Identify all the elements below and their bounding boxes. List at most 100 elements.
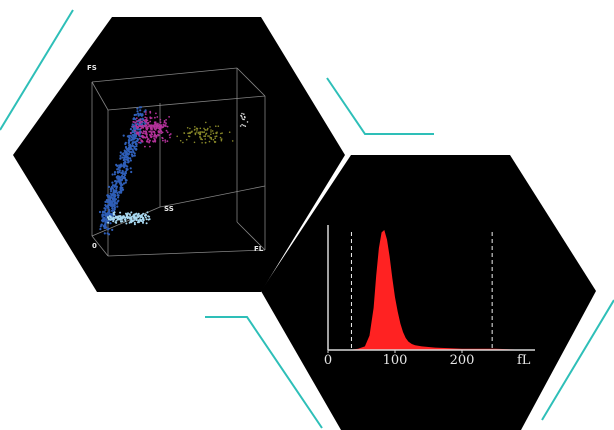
scatter-point-lymphocyte xyxy=(124,170,127,173)
scatter-point-lymphocyte xyxy=(127,161,130,164)
scatter-point-lymphocyte xyxy=(113,171,117,174)
scatter-point-lymphocyte xyxy=(118,166,121,169)
scatter-point-debris xyxy=(136,216,139,219)
scatter-point-lymphocyte xyxy=(104,218,107,221)
scatter-point-lymphocyte xyxy=(111,207,114,210)
scatter-point-debris xyxy=(113,218,115,221)
histogram-tick-labels: 0 100 200 xyxy=(324,350,474,368)
scatter-point-debris xyxy=(130,211,133,214)
scatter-point-lymphocyte xyxy=(135,113,138,116)
scatter-point-lymphocyte xyxy=(128,134,131,137)
scatter-point-lymphocyte xyxy=(104,204,107,207)
scatter-point-monocyte xyxy=(163,124,166,126)
scatter-point-monocyte xyxy=(159,129,162,132)
scatter-point-debris xyxy=(148,218,151,221)
scatter-point-lymphocyte xyxy=(115,187,118,190)
scatter-point-monocyte xyxy=(156,116,159,118)
accent-lines xyxy=(0,9,614,429)
scatter-point-granulocyte xyxy=(205,129,207,131)
scatter-point-lymphocyte xyxy=(127,141,130,144)
hexagon-scatter-panel xyxy=(13,17,345,292)
scatter-point-monocyte xyxy=(142,127,144,129)
scatter-point-granulocyte xyxy=(220,139,223,142)
scatter-point-monocyte xyxy=(138,121,141,124)
scatter-point-monocyte xyxy=(162,139,164,142)
x-tick-label: 100 xyxy=(383,353,408,368)
scatter-point-lymphocyte xyxy=(99,225,102,228)
scatter-point-debris xyxy=(137,221,140,224)
scatter-point-debris xyxy=(116,218,119,221)
scatter-point-edge xyxy=(239,125,242,127)
scatter-point-lymphocyte xyxy=(98,210,102,214)
scatter-point-lymphocyte xyxy=(144,109,147,112)
scatter-point-lymphocyte xyxy=(119,157,122,160)
scatter-point-monocyte xyxy=(144,116,147,119)
scatter-point-monocyte xyxy=(138,125,141,128)
scatter-point-debris xyxy=(111,217,113,220)
scatter-point-granulocyte xyxy=(215,132,218,135)
scatter-point-lymphocyte xyxy=(130,170,133,174)
scatter-point-debris xyxy=(118,218,121,221)
scatter-point-debris xyxy=(145,222,148,225)
scatter-point-granulocyte xyxy=(207,127,209,130)
scatter-point-lymphocyte xyxy=(107,206,110,209)
scatter-point-monocyte xyxy=(155,134,158,137)
scatter-point-granulocyte xyxy=(179,139,182,142)
scatter-point-monocyte xyxy=(140,127,143,130)
scatter-point-granulocyte xyxy=(185,138,188,141)
axis-label-fl: FL xyxy=(254,245,264,253)
scatter-point-edge xyxy=(246,121,249,123)
scatter-point-monocyte xyxy=(135,117,138,119)
scatter-point-edge xyxy=(241,123,243,126)
scatter-point-lymphocyte xyxy=(100,223,103,226)
scatter-point-monocyte xyxy=(134,121,137,124)
scatter-point-lymphocyte xyxy=(113,185,116,188)
scatter-point-lymphocyte xyxy=(136,137,139,140)
scatter-point-lymphocyte xyxy=(139,141,142,144)
scatter-point-debris xyxy=(147,215,150,218)
scatter-point-debris xyxy=(129,220,132,223)
scatter-point-lymphocyte xyxy=(129,167,132,170)
scatter-point-lymphocyte xyxy=(124,178,127,181)
scatter-point-granulocyte xyxy=(208,135,210,137)
scatter-point-lymphocyte xyxy=(132,138,135,141)
scatter-point-monocyte xyxy=(159,127,162,130)
scatter-point-lymphocyte xyxy=(107,227,110,230)
scatter-point-lymphocyte xyxy=(139,113,142,116)
scatter-point-lymphocyte xyxy=(122,175,125,179)
scatter-point-lymphocyte xyxy=(130,153,133,156)
scatter-point-monocyte xyxy=(141,124,144,127)
scatter-point-lymphocyte xyxy=(109,201,112,204)
scatter-point-monocyte xyxy=(138,141,140,144)
cube-edge xyxy=(91,67,238,83)
scatter-point-debris xyxy=(135,212,138,215)
scatter-point-lymphocyte xyxy=(132,134,136,137)
scatter-point-monocyte xyxy=(148,140,151,142)
scatter-point-debris xyxy=(142,219,145,222)
scatter-point-lymphocyte xyxy=(122,182,126,185)
scatter-point-granulocyte xyxy=(220,138,223,141)
scatter-point-monocyte xyxy=(145,117,148,119)
scatter-point-lymphocyte xyxy=(110,204,113,207)
scatter-point-monocyte xyxy=(137,119,140,122)
scatter-point-lymphocyte xyxy=(133,141,136,144)
scatter-point-lymphocyte xyxy=(119,154,122,157)
scatter-point-lymphocyte xyxy=(136,110,139,113)
scatter-point-monocyte xyxy=(143,130,146,133)
scatter-point-granulocyte xyxy=(210,131,212,133)
scatter-point-lymphocyte xyxy=(136,122,139,125)
scatter-point-debris xyxy=(134,217,137,219)
scatter-point-monocyte xyxy=(164,139,167,142)
axis-label-origin: 0 xyxy=(92,242,97,250)
scatter-point-lymphocyte xyxy=(127,157,130,160)
scatter-point-lymphocyte xyxy=(111,193,114,196)
cube-edge xyxy=(107,249,266,257)
scatter-point-edge xyxy=(241,112,243,115)
scatter-point-lymphocyte xyxy=(131,144,134,147)
scatter-point-monocyte xyxy=(159,121,162,124)
scatter-point-monocyte xyxy=(152,131,154,133)
scatter-point-lymphocyte xyxy=(120,190,123,193)
scatter-point-debris xyxy=(145,218,148,221)
scatter-point-monocyte xyxy=(141,134,144,137)
scatter-point-monocyte xyxy=(141,120,144,123)
